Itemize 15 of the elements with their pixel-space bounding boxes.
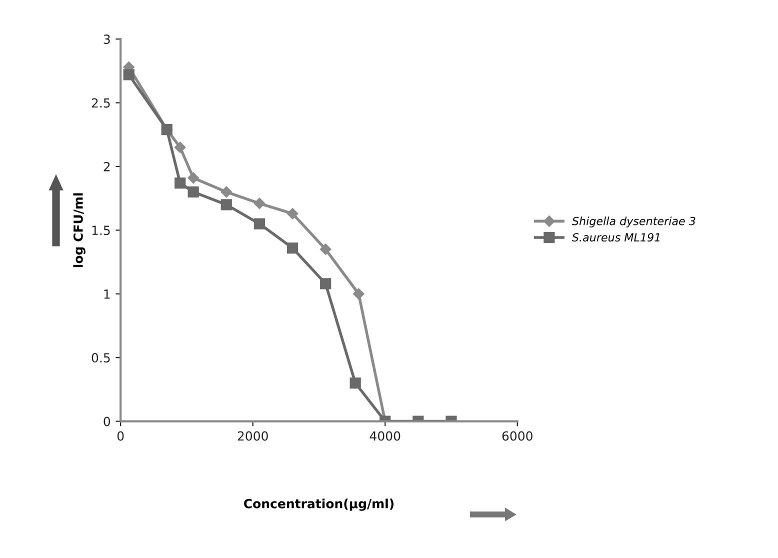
x-tick-label: 0 — [117, 431, 124, 441]
y-axis-title: log CFU/ml — [73, 193, 86, 268]
y-tick-label: 0.5 — [92, 353, 110, 363]
y-tick-label: 2.5 — [92, 98, 110, 108]
y-tick-label: 1 — [104, 290, 110, 299]
x-tick-label: 2000 — [238, 431, 268, 441]
y-tick-label: 3 — [104, 34, 110, 44]
y-tick-label: 1.5 — [92, 226, 110, 236]
legend-label: Shigella dysenteriae 3 — [572, 216, 696, 228]
y-tick-label: 0 — [104, 416, 110, 426]
x-axis-title: Concentration(µg/ml) — [244, 498, 394, 511]
x-tick-label: 6000 — [502, 431, 532, 441]
legend-label: S.aureus ML191 — [572, 233, 660, 242]
y-tick-label: 2 — [104, 162, 110, 172]
x-tick-label: 4000 — [370, 431, 400, 441]
